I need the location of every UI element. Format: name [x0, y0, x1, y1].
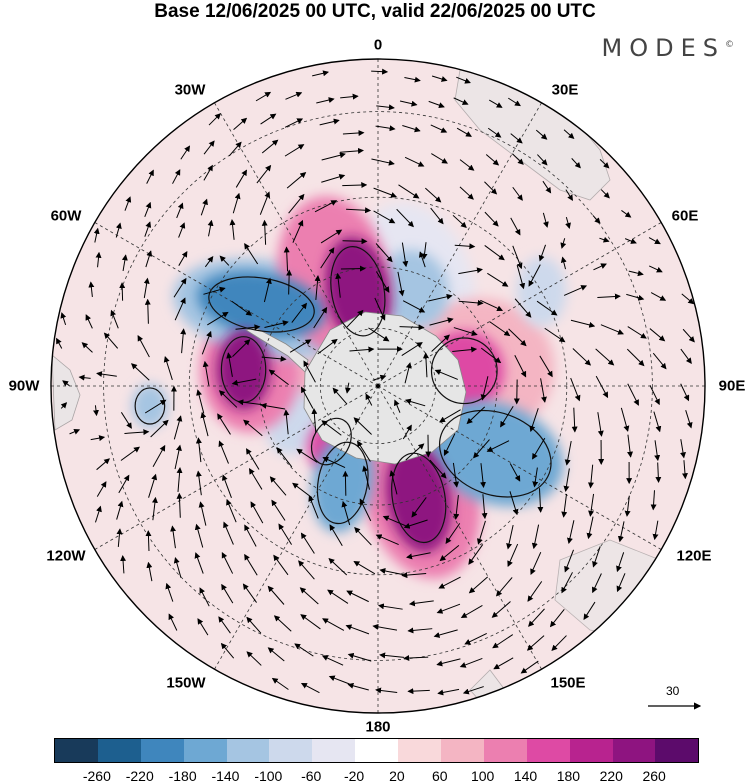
colorbar-tick-label: -100 — [254, 768, 282, 784]
colorbar-tick-label: 140 — [514, 768, 537, 784]
wind-arrow — [148, 531, 149, 551]
colorbar-swatch — [441, 739, 484, 762]
reference-vector-label: 30 — [666, 684, 679, 698]
wind-arrow — [343, 241, 367, 242]
lon-label-120w: 120W — [46, 548, 85, 565]
lon-label-180: 180 — [365, 719, 390, 736]
lon-label-60w: 60W — [51, 208, 82, 225]
colorbar-swatch — [355, 739, 398, 762]
colorbar-swatch — [398, 739, 441, 762]
lon-label-30e: 30E — [552, 82, 579, 99]
colorbar-tick-label: 20 — [389, 768, 405, 784]
colorbar-swatch — [655, 739, 698, 762]
colorbar-tick-label: 260 — [642, 768, 665, 784]
colorbar-swatch — [98, 739, 141, 762]
colorbar — [54, 738, 699, 763]
colorbar-tick-label: -260 — [83, 768, 111, 784]
colorbar-swatch — [570, 739, 613, 762]
lon-label-150e: 150E — [550, 675, 585, 692]
colorbar-swatch — [613, 739, 656, 762]
colorbar-tick-label: -180 — [169, 768, 197, 784]
colorbar-swatch — [527, 739, 570, 762]
colorbar-tick-label: -60 — [301, 768, 321, 784]
colorbar-swatch — [269, 739, 312, 762]
colorbar-tick-label: -220 — [126, 768, 154, 784]
wind-arrow — [289, 271, 290, 295]
lon-label-90e: 90E — [719, 378, 746, 395]
colorbar-tick-label: 180 — [557, 768, 580, 784]
anomaly-blob — [217, 329, 271, 409]
pole-marker — [376, 384, 380, 388]
lon-label-60e: 60E — [672, 208, 699, 225]
wind-arrow — [122, 283, 123, 301]
colorbar-swatch — [484, 739, 527, 762]
lon-label-120e: 120E — [676, 548, 711, 565]
colorbar-swatch — [55, 739, 98, 762]
colorbar-swatch — [184, 739, 227, 762]
anomaly-blob — [132, 384, 168, 428]
lon-label-0: 0 — [374, 37, 382, 54]
colorbar-swatch — [227, 739, 270, 762]
colorbar-tick-label: -140 — [211, 768, 239, 784]
colorbar-swatch — [312, 739, 355, 762]
colorbar-tick-label: -20 — [344, 768, 364, 784]
wind-arrow — [371, 71, 387, 72]
colorbar-tick-label: 220 — [600, 768, 623, 784]
lon-label-30w: 30W — [175, 82, 206, 99]
colorbar-swatch — [141, 739, 184, 762]
lon-label-150w: 150W — [166, 675, 205, 692]
colorbar-tick-label: 100 — [471, 768, 494, 784]
lon-label-90w: 90W — [9, 378, 40, 395]
colorbar-tick-label: 60 — [432, 768, 448, 784]
